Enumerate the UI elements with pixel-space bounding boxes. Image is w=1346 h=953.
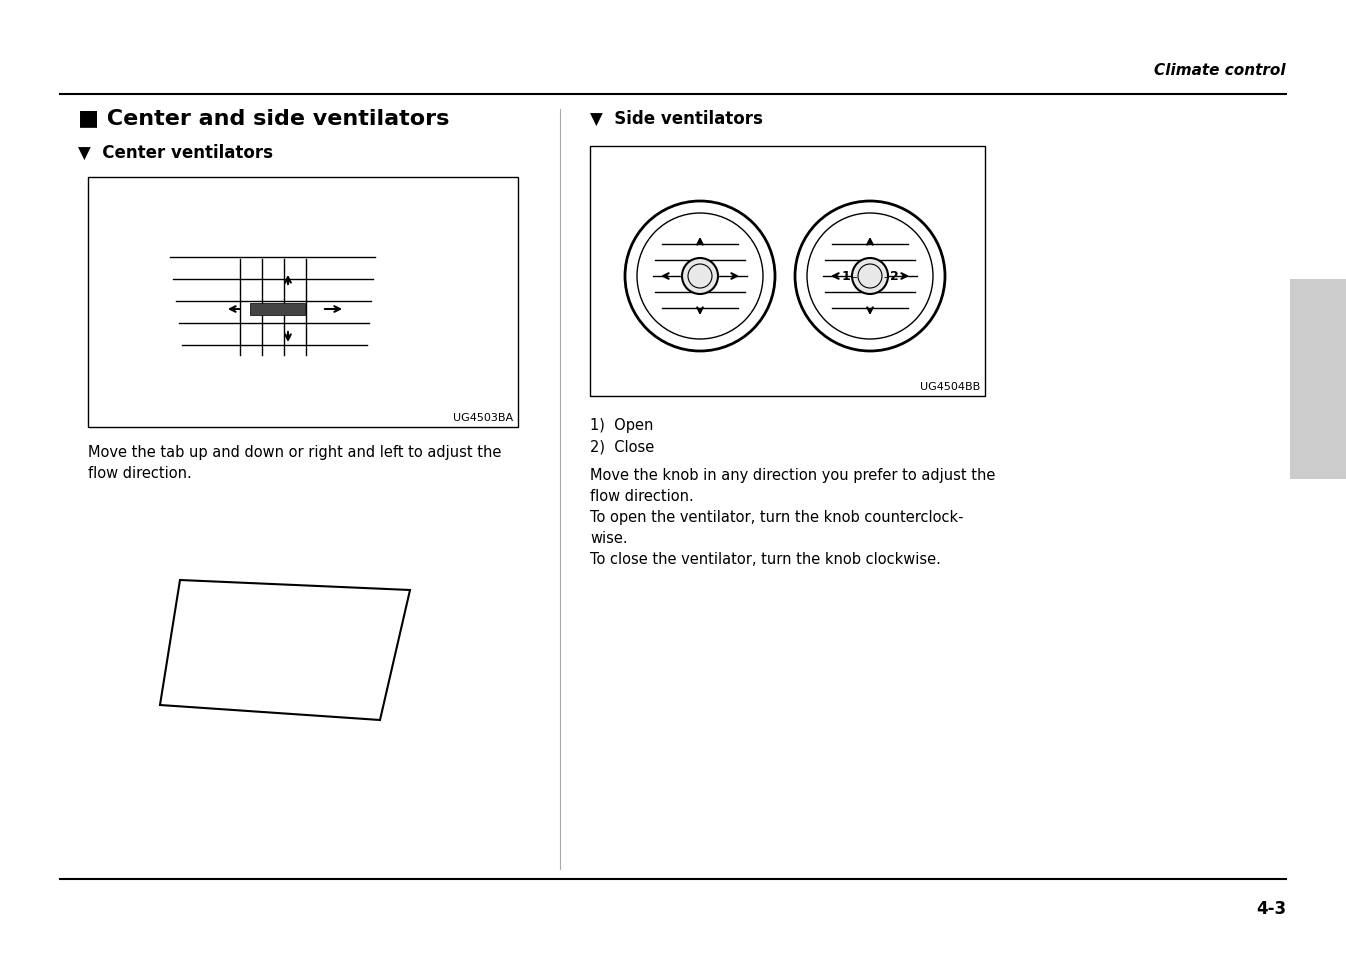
Text: 2: 2 <box>890 271 899 283</box>
Text: ▼  Side ventilators: ▼ Side ventilators <box>590 110 763 128</box>
Text: 1: 1 <box>841 271 851 283</box>
Circle shape <box>682 258 717 294</box>
Text: Climate control: Climate control <box>1155 63 1285 78</box>
Bar <box>87 178 518 428</box>
Bar <box>590 147 985 396</box>
Text: 1)  Open: 1) Open <box>590 417 653 433</box>
Bar <box>250 304 306 315</box>
Text: –: – <box>851 272 857 282</box>
Text: Move the knob in any direction you prefer to adjust the
flow direction.
To open : Move the knob in any direction you prefe… <box>590 468 996 566</box>
Text: 4-3: 4-3 <box>1256 899 1285 917</box>
Text: ▼  Center ventilators: ▼ Center ventilators <box>78 144 273 162</box>
Text: –: – <box>883 272 888 282</box>
Text: 2)  Close: 2) Close <box>590 439 654 455</box>
Text: UG4504BB: UG4504BB <box>919 381 980 392</box>
Circle shape <box>852 258 888 294</box>
FancyBboxPatch shape <box>1289 280 1346 479</box>
Text: UG4503BA: UG4503BA <box>452 413 513 422</box>
Text: Move the tab up and down or right and left to adjust the
flow direction.: Move the tab up and down or right and le… <box>87 444 501 480</box>
Text: ■ Center and side ventilators: ■ Center and side ventilators <box>78 108 450 128</box>
